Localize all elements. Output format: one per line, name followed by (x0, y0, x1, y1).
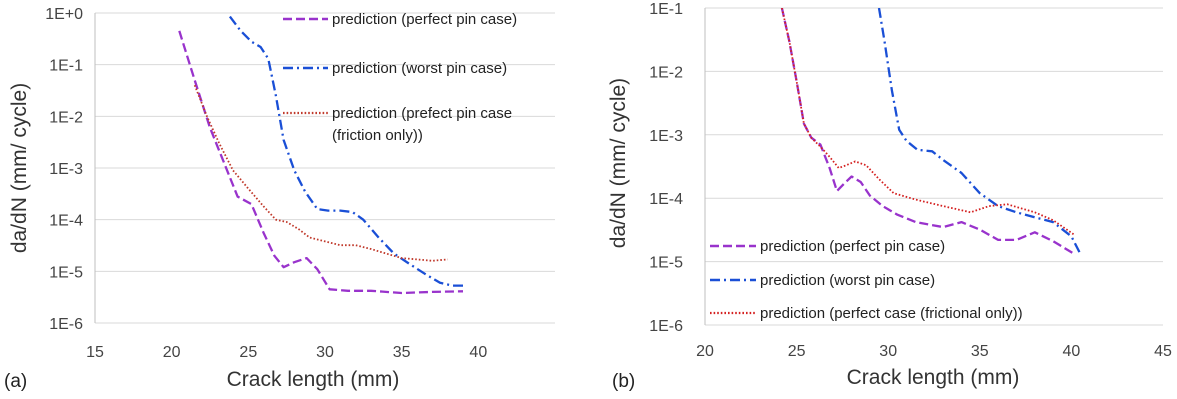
legend-label-line: prediction (prefect pin case (332, 105, 512, 122)
y-tick-label: 1E-1 (649, 1, 683, 18)
chart-panel-a: 1E-6 1E-5 1E-4 1E-3 1E-2 1E-1 1E+0 15 20 25 30 35 40… (4, 6, 555, 392)
y-axis-title: da/dN (mm/ cycle) (607, 78, 630, 248)
legend-label-3: prediction (prefect pin case (friction on… (332, 105, 512, 144)
x-tick-label: 20 (696, 343, 714, 360)
x-tick-label: 20 (163, 344, 181, 361)
legend-label-2: prediction (worst pin case) (760, 272, 935, 289)
series-group (178, 15, 464, 295)
y-tick-label: 1E-3 (649, 128, 683, 145)
series-line-1 (780, 8, 1076, 256)
x-tick-label: 35 (971, 343, 989, 360)
legend-label-1: prediction (perfect pin case) (760, 238, 945, 255)
chart-panel-b: 1E-6 1E-5 1E-4 1E-3 1E-2 1E-1 20 25 30 35 40 45 pred… (607, 1, 1172, 392)
x-tick-label: 40 (1063, 343, 1081, 360)
series-group (780, 8, 1082, 256)
legend-label-3: prediction (perfect case (frictional onl… (760, 305, 1023, 322)
series-line-2 (877, 8, 1082, 255)
series-line-3 (193, 84, 448, 262)
y-tick-label: 1E-1 (49, 58, 83, 75)
x-tick-label: 30 (316, 344, 334, 361)
x-tick-label: 45 (1154, 343, 1172, 360)
y-tick-label: 1E-4 (49, 213, 83, 230)
y-tick-label: 1E-5 (49, 264, 83, 281)
series-line-2 (228, 15, 463, 287)
y-tick-label: 1E-2 (49, 109, 83, 126)
y-axis-title: da/dN (mm/ cycle) (8, 83, 31, 253)
y-tick-label: 1E-2 (649, 64, 683, 81)
x-tick-label: 25 (788, 343, 806, 360)
panel-label: (a) (4, 371, 27, 392)
series-line-3 (781, 8, 1076, 237)
x-tick-label: 25 (239, 344, 257, 361)
x-axis-title: Crack length (mm) (227, 368, 400, 391)
series-line-1 (178, 30, 464, 295)
y-tick-label: 1E-6 (649, 318, 683, 335)
legend-label-1: prediction (perfect pin case) (332, 11, 517, 28)
x-tick-label: 40 (469, 344, 487, 361)
y-tick-label: 1E+0 (45, 6, 83, 23)
x-tick-label: 35 (393, 344, 411, 361)
x-axis-title: Crack length (mm) (847, 366, 1020, 389)
y-tick-label: 1E-5 (649, 255, 683, 272)
legend-label-line: (friction only)) (332, 127, 423, 144)
y-tick-label: 1E-6 (49, 316, 83, 333)
y-tick-label: 1E-3 (49, 161, 83, 178)
x-tick-label: 15 (86, 344, 104, 361)
x-tick-label: 30 (879, 343, 897, 360)
legend-label-2: prediction (worst pin case) (332, 60, 507, 77)
y-tick-label: 1E-4 (649, 191, 683, 208)
panel-label: (b) (612, 371, 635, 392)
